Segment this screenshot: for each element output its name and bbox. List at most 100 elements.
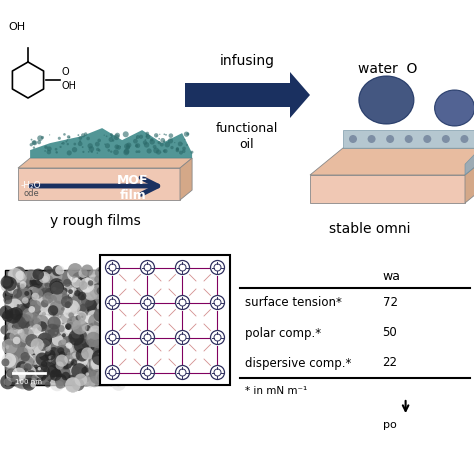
Circle shape [4, 282, 18, 296]
Circle shape [114, 344, 122, 353]
Circle shape [100, 348, 111, 360]
Circle shape [5, 299, 14, 309]
Circle shape [156, 136, 157, 137]
Circle shape [62, 142, 65, 145]
Circle shape [108, 333, 120, 346]
Circle shape [94, 304, 105, 314]
Circle shape [64, 321, 77, 334]
Circle shape [49, 360, 52, 364]
Circle shape [106, 367, 118, 379]
Circle shape [93, 319, 103, 329]
Circle shape [79, 140, 81, 142]
Circle shape [108, 350, 114, 356]
Circle shape [105, 143, 110, 148]
Circle shape [6, 355, 20, 369]
Circle shape [46, 295, 49, 299]
Circle shape [30, 274, 42, 286]
Circle shape [46, 150, 51, 155]
Circle shape [89, 376, 91, 378]
Circle shape [82, 146, 83, 148]
Circle shape [8, 333, 13, 338]
Circle shape [26, 310, 33, 317]
Circle shape [32, 287, 39, 294]
Circle shape [56, 355, 68, 367]
Text: 100 nm: 100 nm [15, 379, 42, 385]
Circle shape [73, 368, 83, 379]
Circle shape [6, 346, 9, 349]
Circle shape [0, 276, 14, 289]
Circle shape [69, 304, 77, 311]
Circle shape [27, 286, 38, 297]
Circle shape [106, 330, 119, 345]
Circle shape [18, 288, 31, 301]
Circle shape [7, 378, 11, 382]
Circle shape [9, 307, 23, 320]
Circle shape [32, 378, 36, 382]
Circle shape [15, 343, 17, 346]
Circle shape [95, 376, 100, 381]
Circle shape [94, 287, 102, 295]
Circle shape [176, 147, 179, 150]
Circle shape [164, 134, 165, 135]
Circle shape [9, 345, 18, 353]
Circle shape [63, 304, 77, 319]
Circle shape [98, 316, 100, 319]
Circle shape [44, 288, 55, 299]
Circle shape [140, 330, 155, 345]
Circle shape [23, 296, 36, 309]
Circle shape [36, 321, 47, 332]
Circle shape [31, 270, 42, 280]
Circle shape [90, 369, 105, 384]
Circle shape [84, 287, 98, 301]
Circle shape [65, 377, 81, 392]
Circle shape [124, 148, 129, 154]
Circle shape [7, 332, 17, 341]
Circle shape [81, 332, 87, 338]
Circle shape [103, 270, 114, 281]
Circle shape [175, 261, 190, 274]
Circle shape [40, 287, 51, 298]
Circle shape [36, 353, 49, 365]
Circle shape [68, 312, 74, 318]
Circle shape [40, 344, 51, 355]
Circle shape [113, 134, 119, 140]
Circle shape [68, 263, 82, 278]
Circle shape [57, 284, 69, 296]
Circle shape [18, 326, 23, 329]
Circle shape [144, 334, 151, 341]
Circle shape [70, 333, 83, 346]
Circle shape [45, 324, 59, 338]
Circle shape [13, 337, 20, 344]
Circle shape [59, 146, 62, 148]
Circle shape [33, 354, 36, 358]
Circle shape [37, 367, 41, 371]
Circle shape [85, 277, 91, 283]
Circle shape [96, 332, 100, 337]
Circle shape [71, 359, 77, 366]
Circle shape [214, 264, 221, 271]
Circle shape [7, 315, 20, 328]
Circle shape [32, 361, 34, 363]
Circle shape [59, 355, 73, 369]
Circle shape [160, 143, 164, 146]
Circle shape [20, 352, 26, 358]
Circle shape [22, 368, 25, 370]
Circle shape [37, 296, 47, 307]
Circle shape [149, 139, 155, 145]
Circle shape [74, 374, 87, 386]
Circle shape [55, 151, 58, 154]
Circle shape [104, 282, 110, 288]
Circle shape [44, 280, 54, 290]
Circle shape [83, 285, 97, 299]
Circle shape [12, 266, 26, 280]
Circle shape [13, 334, 21, 342]
Circle shape [115, 306, 122, 313]
Circle shape [32, 269, 44, 280]
Circle shape [107, 383, 111, 387]
Circle shape [120, 146, 121, 147]
Circle shape [44, 150, 46, 152]
Circle shape [77, 134, 79, 136]
Circle shape [88, 282, 94, 288]
Circle shape [17, 283, 29, 296]
Circle shape [115, 371, 119, 375]
